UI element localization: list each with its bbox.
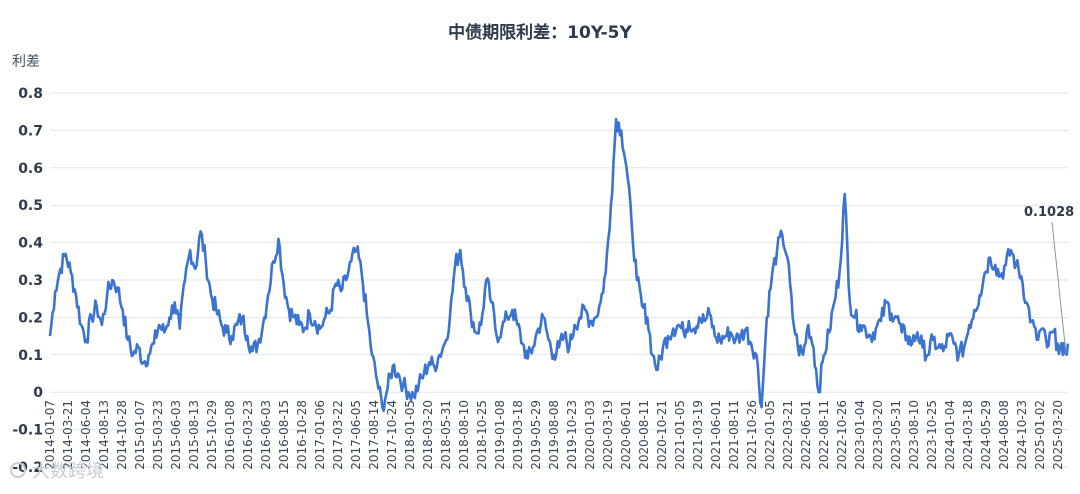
y-tick-label: 0.6 <box>18 161 43 177</box>
x-tick-label: 2021-03-19 <box>691 400 705 470</box>
x-tick-label: 2020-10-21 <box>655 400 669 470</box>
x-tick-label: 2021-10-26 <box>745 400 759 470</box>
x-tick-label: 2020-08-11 <box>637 400 651 470</box>
x-tick-label: 2024-08-08 <box>997 400 1011 470</box>
y-tick-label: 0.2 <box>18 310 43 326</box>
x-tick-label: 2023-08-10 <box>907 400 921 470</box>
x-tick-label: 2018-10-25 <box>475 400 489 470</box>
x-tick-label: 2018-01-05 <box>403 400 417 470</box>
last-value-annotation: 0.1028 <box>1024 205 1074 220</box>
x-tick-label: 2016-03-23 <box>241 400 255 470</box>
x-tick-label: 2017-03-22 <box>331 400 345 470</box>
x-tick-label: 2019-10-23 <box>565 400 579 470</box>
x-tick-label: 2021-08-11 <box>727 400 741 470</box>
x-tick-label: 2020-03-19 <box>601 400 615 470</box>
x-tick-label: 2020-06-01 <box>619 400 633 470</box>
x-tick-label: 2022-08-11 <box>817 400 831 470</box>
x-tick-label: 2024-10-23 <box>1015 400 1029 470</box>
x-tick-label: 2023-03-20 <box>871 400 885 470</box>
x-tick-label: 2022-03-21 <box>781 400 795 470</box>
x-tick-label: 2018-08-10 <box>457 400 471 470</box>
x-tick-label: 2016-10-28 <box>295 400 309 470</box>
watermark-text: 大数跨境 <box>32 461 104 482</box>
x-tick-label: 2022-10-26 <box>835 400 849 470</box>
x-tick-label: 2017-10-24 <box>385 400 399 470</box>
x-tick-label: 2018-05-31 <box>439 400 453 470</box>
annotation-leader-line <box>1051 221 1067 354</box>
y-tick-label: 0.3 <box>18 273 43 289</box>
y-tick-label: 0.8 <box>18 86 43 102</box>
x-tick-label: 2017-08-14 <box>367 400 381 470</box>
x-tick-label: 2014-10-28 <box>115 400 129 470</box>
x-tick-label: 2016-08-15 <box>277 400 291 470</box>
x-tick-label: 2018-03-20 <box>421 400 435 470</box>
y-tick-label: 0.1 <box>18 348 43 364</box>
x-tick-label: 2021-01-05 <box>673 400 687 470</box>
x-tick-label: 2019-08-08 <box>547 400 561 470</box>
x-tick-label: 2019-03-18 <box>511 400 525 470</box>
x-tick-label: 2015-08-13 <box>187 400 201 470</box>
x-tick-label: 2019-01-08 <box>493 400 507 470</box>
x-tick-label: 2024-03-18 <box>961 400 975 470</box>
x-tick-label: 2015-03-23 <box>151 400 165 470</box>
x-tick-label: 2015-10-29 <box>205 400 219 470</box>
x-tick-label: 2016-06-03 <box>259 400 273 470</box>
x-tick-label: 2019-05-29 <box>529 400 543 470</box>
x-tick-label: 2020-01-03 <box>583 400 597 470</box>
y-tick-label: 0.5 <box>18 198 43 214</box>
watermark-logo-icon <box>10 462 26 478</box>
chart-title: 中债期限利差：10Y-5Y <box>448 22 632 43</box>
x-tick-label: 2024-05-29 <box>979 400 993 470</box>
x-tick-label: 2023-10-25 <box>925 400 939 470</box>
y-axis-label: 利差 <box>12 54 40 70</box>
x-tick-label: 2014-01-07 <box>43 400 57 470</box>
x-tick-label: 2015-06-03 <box>169 400 183 470</box>
x-tick-label: 2014-06-04 <box>79 400 93 470</box>
x-tick-label: 2023-01-04 <box>853 400 867 470</box>
x-tick-label: 2016-01-08 <box>223 400 237 470</box>
x-tick-label: 2017-01-06 <box>313 400 327 470</box>
spread-series-line <box>48 117 1070 413</box>
y-tick-label: -0.1 <box>12 423 43 439</box>
y-tick-labels: 0.80.70.60.50.40.30.20.10-0.1-0.2 <box>12 86 43 476</box>
x-tick-label: 2021-06-01 <box>709 400 723 470</box>
x-tick-label: 2024-01-04 <box>943 400 957 470</box>
x-tick-label: 2025-01-02 <box>1033 400 1047 470</box>
x-tick-label: 2025-03-20 <box>1051 400 1065 470</box>
x-tick-labels: 2014-01-07 2014-03-21 2014-06-04 2014-08-13… <box>43 400 1065 470</box>
y-tick-label: 0.7 <box>18 123 43 139</box>
x-tick-label: 2015-01-07 <box>133 400 147 470</box>
y-tick-label: 0 <box>33 385 43 401</box>
x-tick-label: 2022-01-05 <box>763 400 777 470</box>
x-tick-label: 2017-06-05 <box>349 400 363 470</box>
y-tick-label: 0.4 <box>18 236 43 252</box>
x-tick-label: 2023-05-31 <box>889 400 903 470</box>
x-tick-label: 2022-06-01 <box>799 400 813 470</box>
x-tick-label: 2014-08-13 <box>97 400 111 470</box>
x-tick-label: 2014-03-21 <box>61 400 75 470</box>
